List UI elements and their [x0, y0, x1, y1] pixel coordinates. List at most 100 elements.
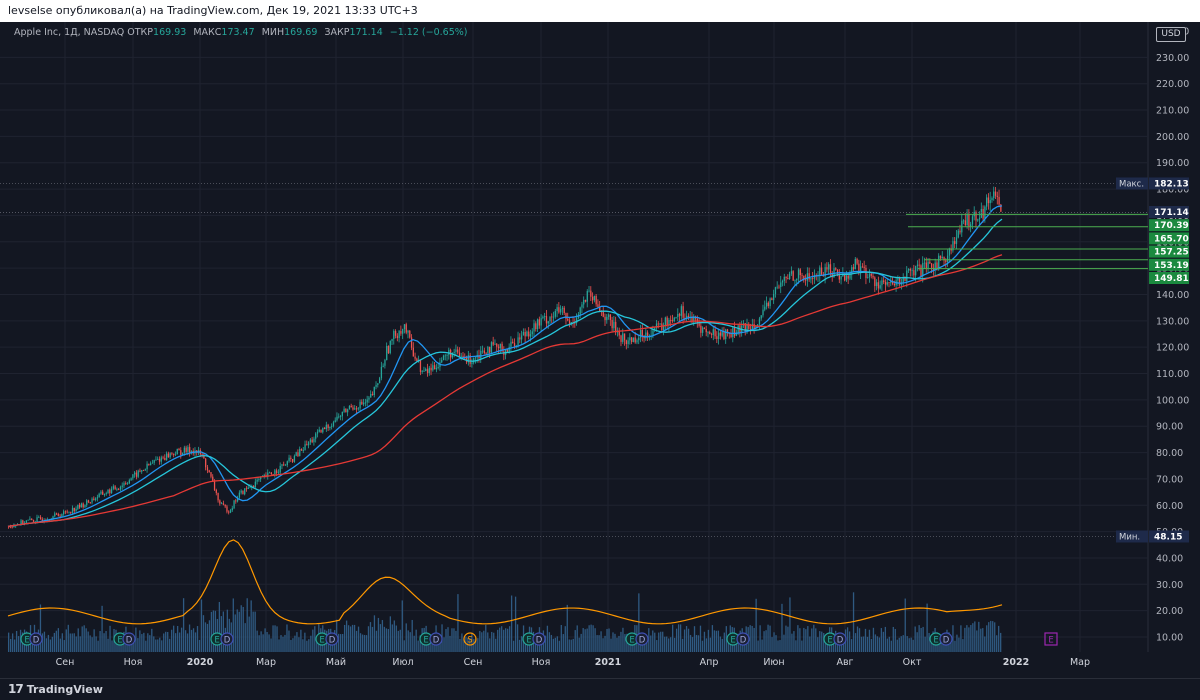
- volume-bar: [677, 624, 680, 652]
- volume-bar: [212, 610, 215, 652]
- candle-body: [373, 386, 375, 395]
- candle-body: [467, 355, 470, 363]
- volume-bar: [870, 639, 873, 652]
- dividend-marker[interactable]: [325, 632, 339, 646]
- candle-body: [645, 332, 647, 339]
- volume-bar: [489, 638, 491, 652]
- volume-bar: [868, 629, 871, 652]
- candle-body: [316, 431, 319, 434]
- candle-body: [167, 453, 170, 458]
- volume-bar: [817, 637, 819, 652]
- volume-bar: [347, 625, 350, 652]
- volume-bar: [180, 627, 183, 652]
- chart-area[interactable]: 10.0020.0030.0040.0050.0060.0070.0080.00…: [0, 22, 1200, 678]
- volume-bar: [753, 627, 755, 652]
- volume-bar: [608, 628, 610, 652]
- volume-bar: [174, 633, 177, 652]
- volume-bar: [510, 595, 513, 652]
- volume-bar: [685, 626, 688, 652]
- candle-body: [469, 355, 471, 364]
- candle-body: [311, 439, 313, 443]
- volume-bar: [45, 638, 48, 652]
- volume-bar: [836, 639, 839, 652]
- candle-body: [489, 346, 491, 353]
- volume-bar: [974, 621, 976, 652]
- volume-bar: [413, 635, 415, 652]
- candle-body: [844, 273, 846, 281]
- candle-body: [776, 286, 778, 288]
- volume-bar: [986, 625, 988, 652]
- candle-body: [444, 355, 446, 357]
- volume-bar: [312, 629, 314, 652]
- volume-bar: [234, 614, 236, 652]
- volume-bar: [9, 638, 12, 652]
- volume-bar: [361, 634, 364, 652]
- volume-bar: [445, 629, 447, 652]
- candle-body: [952, 241, 954, 251]
- volume-bar: [990, 620, 992, 652]
- volume-bar: [487, 632, 489, 652]
- volume-bar: [518, 639, 521, 652]
- candle-body: [368, 397, 370, 400]
- dividend-marker[interactable]: [220, 632, 234, 646]
- dividend-marker[interactable]: [833, 632, 847, 646]
- candle-body: [160, 457, 162, 462]
- candle-body: [410, 337, 413, 348]
- volume-bar: [644, 640, 646, 652]
- currency-button[interactable]: USD: [1156, 27, 1186, 42]
- price-chart[interactable]: 10.0020.0030.0040.0050.0060.0070.0080.00…: [0, 22, 1200, 678]
- candle-body: [70, 511, 72, 513]
- volume-bar: [926, 603, 928, 652]
- volume-bar: [300, 629, 302, 652]
- dividend-marker[interactable]: [429, 632, 443, 646]
- candle-body: [242, 490, 244, 495]
- volume-bar: [614, 633, 616, 652]
- candle-body: [702, 327, 704, 333]
- candle-body: [744, 323, 746, 333]
- candle-body: [508, 346, 510, 352]
- brand[interactable]: 17 TradingView: [8, 682, 103, 696]
- dividend-marker[interactable]: [635, 632, 649, 646]
- candle-body: [366, 399, 368, 403]
- volume-bar: [69, 633, 71, 652]
- volume-bar: [964, 627, 966, 652]
- volume-bar: [485, 624, 487, 652]
- split-marker[interactable]: [463, 632, 477, 646]
- dividend-marker[interactable]: [736, 632, 750, 646]
- candle-body: [183, 447, 186, 453]
- candle-body: [428, 367, 430, 373]
- dividend-marker[interactable]: [532, 632, 546, 646]
- candle-body: [393, 330, 395, 340]
- candle-body: [856, 258, 858, 264]
- volume-bar: [256, 630, 258, 652]
- volume-bar: [683, 629, 686, 652]
- dividend-marker[interactable]: [939, 632, 953, 646]
- volume-bar: [495, 638, 497, 652]
- volume-bar: [8, 632, 10, 652]
- volume-bar: [506, 628, 509, 652]
- volume-bar: [508, 626, 511, 652]
- time-tick-label: Мар: [256, 657, 276, 668]
- volume-bar: [391, 624, 393, 652]
- volume-bar: [190, 629, 193, 652]
- volume-bar: [954, 640, 956, 652]
- candle-body: [169, 453, 171, 458]
- volume-bar: [405, 623, 407, 652]
- volume-bar: [842, 637, 845, 652]
- volume-bar: [246, 598, 248, 652]
- volume-bar: [994, 622, 996, 652]
- volume-bar: [858, 628, 861, 652]
- volume-bar: [200, 599, 203, 652]
- volume-bar: [546, 625, 549, 652]
- candle-body: [114, 486, 116, 490]
- dividend-marker[interactable]: [29, 632, 43, 646]
- volume-bar: [286, 624, 288, 652]
- dividend-marker[interactable]: [122, 632, 136, 646]
- candle-body: [748, 323, 750, 329]
- future-earnings-marker[interactable]: [1044, 632, 1058, 646]
- volume-bar: [590, 624, 592, 652]
- candle-body: [552, 316, 555, 318]
- candle-body: [773, 294, 775, 301]
- candle-body: [920, 265, 922, 277]
- publisher-header: levselse опубликовал(а) на TradingView.c…: [0, 0, 1200, 22]
